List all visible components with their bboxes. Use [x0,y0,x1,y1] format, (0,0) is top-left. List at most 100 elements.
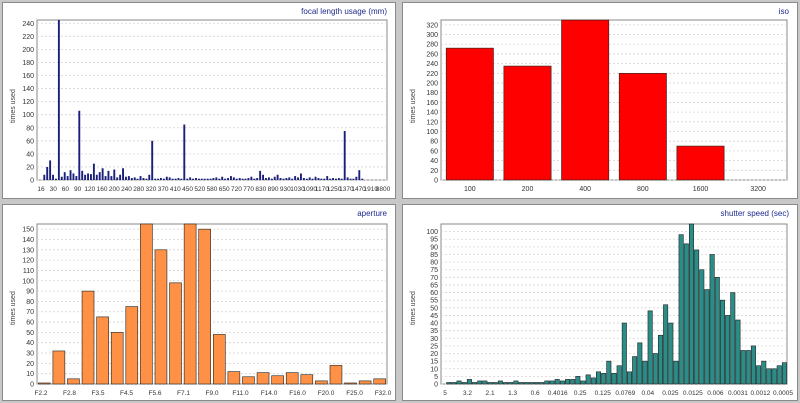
bar [57,20,60,180]
bar [756,365,762,385]
bar [262,174,264,180]
y-tick-label: 80 [430,139,438,146]
bar [265,178,267,180]
x-tick-label: F9.0 [205,390,218,397]
x-tick-label: 0.0769 [615,390,635,397]
x-tick-label: F16.0 [289,390,306,397]
focal-length-plot: 0 20 40 60 80 100 120 140 160 180 200 220 240 16 30 60 9… [22,19,391,193]
bar [183,124,186,180]
bar [215,177,218,180]
bar [87,173,89,180]
x-tick-label: 650 [219,186,230,193]
bar [492,382,498,385]
x-tick-label: 100 [464,186,476,193]
bar [694,249,700,385]
y-tick-label: 260 [426,51,438,58]
x-tick-label: 830 [255,186,266,193]
iso-chart: 0 20 40 60 80 100 120 140 160 180 200 220 240 260 280 3… [402,2,798,199]
bar [270,178,273,180]
y-tick-label: 0 [434,382,438,389]
bar [189,177,192,180]
bar [332,178,334,180]
bar [621,322,627,385]
bar [113,169,116,180]
x-tick-label: 90 [74,186,82,193]
bar [250,176,253,180]
bar [46,166,49,180]
bar [101,168,104,180]
bar [242,376,255,385]
bar [55,178,57,180]
bar [559,380,565,385]
bar [300,374,314,385]
x-tick-label: 5 [443,390,447,397]
aperture-chart: 0 10 20 30 40 50 60 70 80 90 100 110 120 130 140 150 F2.… [2,204,396,401]
x-tick-label: 370 [158,186,169,193]
bar [335,178,337,180]
iso-title: iso [778,7,789,16]
bar [282,178,285,180]
bar [267,177,270,180]
bar [125,176,127,180]
y-tick-label: 60 [430,148,438,155]
bar [256,178,259,180]
bar [580,380,586,385]
plot-area [36,223,388,385]
bar [212,178,215,180]
bar [230,176,232,180]
bar [776,365,782,385]
y-tick-label: 160 [22,73,34,80]
x-tick-label: 1470 [351,186,366,193]
y-tick-label: 45 [430,313,438,320]
iso-ylabel: times used [410,89,417,123]
bar [719,299,725,385]
y-tick-label: 140 [426,110,438,117]
bar [668,322,674,385]
bar [253,178,256,180]
y-tick-label: 40 [26,340,34,347]
bar [81,290,95,385]
x-tick-label: F2.8 [63,390,76,397]
bar [259,170,262,180]
bar [358,170,361,180]
bar [466,379,472,385]
x-tick-label: 580 [207,186,218,193]
bar [300,173,302,180]
bar [554,379,560,385]
bar [302,178,305,180]
x-tick-label: 240 [121,186,132,193]
x-tick-label: 1370 [339,186,354,193]
bar [534,382,540,385]
bar [213,334,226,385]
bar [317,178,320,180]
bar [456,380,462,385]
x-tick-label: 160 [97,186,108,193]
y-tick-label: 0 [30,382,34,389]
y-tick-label: 60 [26,320,34,327]
bar [704,289,710,385]
aperture-ylabel: times used [10,291,17,325]
y-tick-label: 90 [430,244,438,251]
y-tick-label: 10 [430,366,438,373]
bar [750,345,756,385]
bar [616,365,622,385]
x-tick-label: 0.0031 [728,390,748,397]
bar [314,176,317,180]
bar [98,172,101,180]
bar [136,178,139,180]
bar [745,350,751,385]
aperture-plot: 0 10 20 30 40 50 60 70 80 90 100 110 120 130 140 150 F2.… [22,223,392,397]
y-tick-label: 20 [430,168,438,175]
y-tick-label: 300 [426,32,438,39]
bar [127,176,130,180]
bar [195,178,197,180]
bar [518,382,524,385]
bar [329,178,332,180]
bar [279,178,282,180]
y-tick-label: 100 [22,112,34,119]
x-tick-label: 0.25 [574,390,587,397]
bar [247,178,250,180]
bar [177,178,180,180]
x-tick-label: F4.5 [120,390,133,397]
bar [116,177,119,180]
